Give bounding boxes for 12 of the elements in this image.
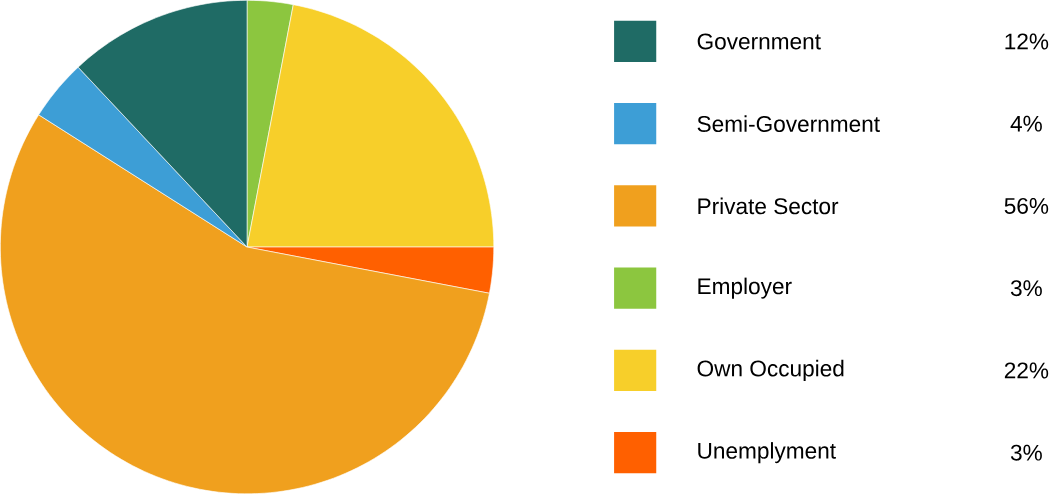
legend-label: Own Occupied [697, 359, 844, 381]
data-label: 4% [1010, 115, 1042, 132]
data-label: 3% [1010, 280, 1042, 297]
legend-label: Semi-Government [697, 115, 880, 132]
legend-label: Government [697, 33, 821, 50]
legend-label: Employer [698, 277, 792, 299]
data-label: 22% [1004, 362, 1049, 379]
data-label: 3% [1010, 444, 1042, 461]
data-label: 12% [1005, 33, 1049, 50]
data-label: 56% [1004, 197, 1049, 214]
legend-label: Unemplyment [698, 442, 836, 464]
legend-label: Private Sector [698, 197, 839, 215]
